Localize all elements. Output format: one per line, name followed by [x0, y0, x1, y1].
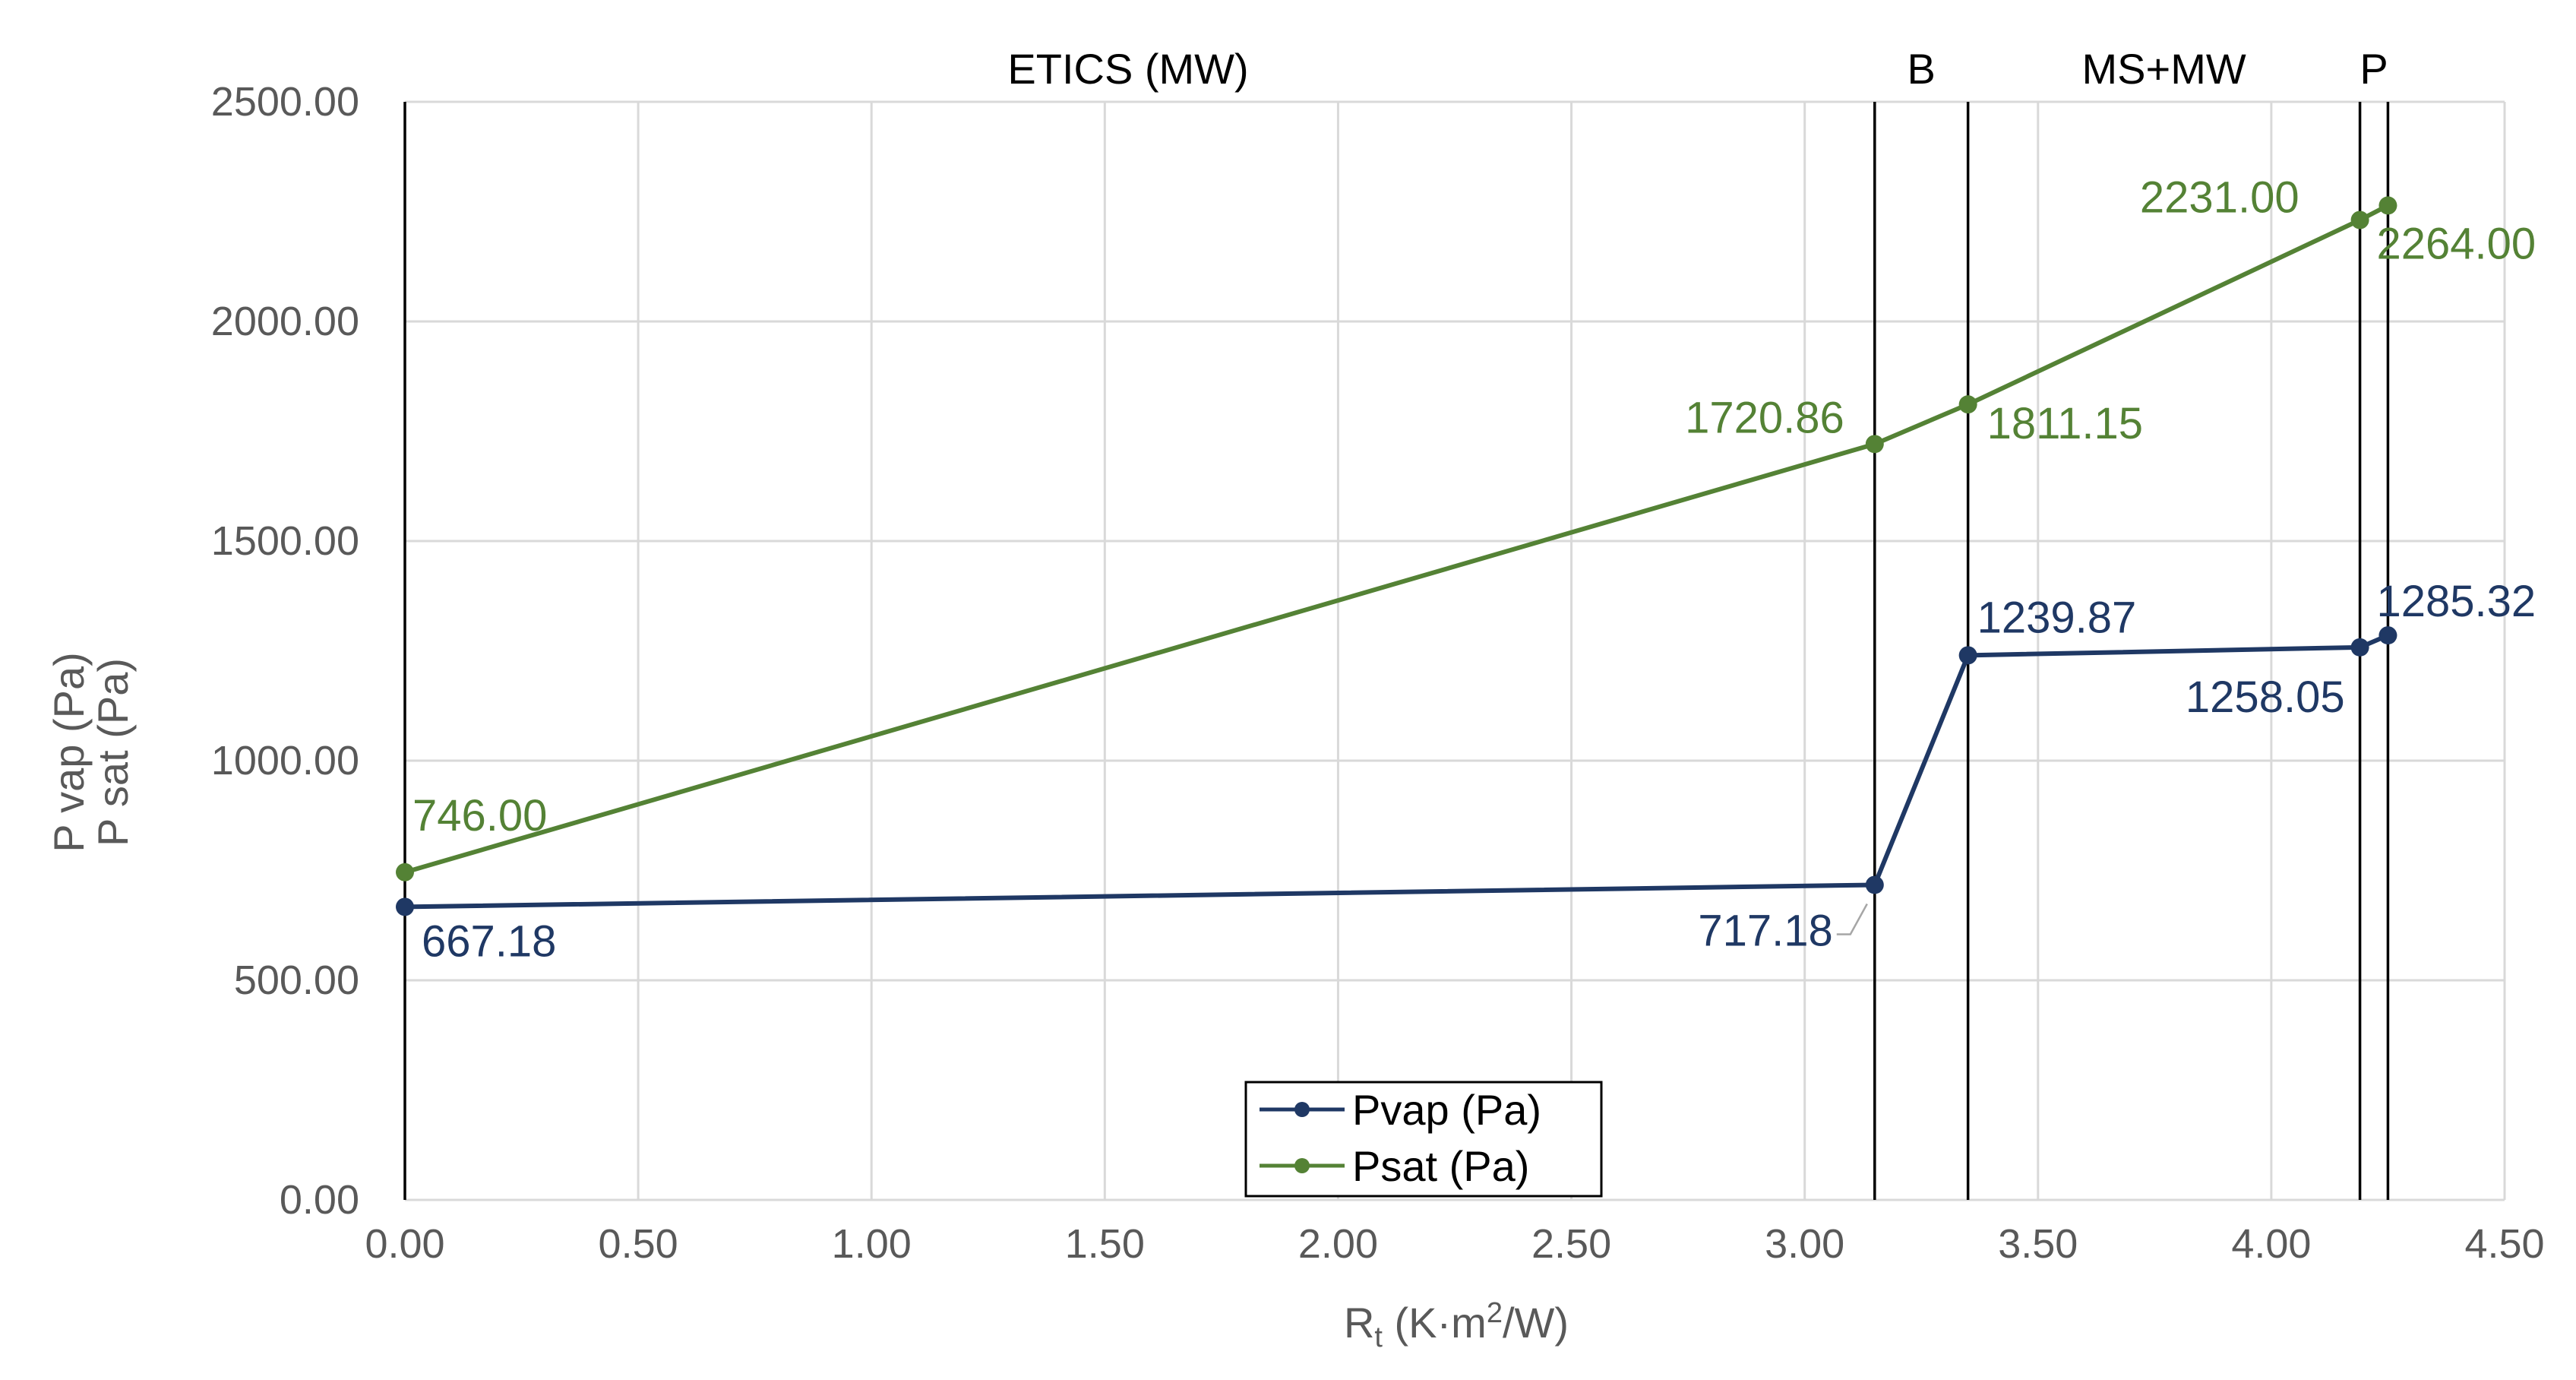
- legend-entry-psat: Psat (Pa): [1260, 1142, 1529, 1190]
- y-axis-ticks: 0.00 500.00 1000.00 1500.00 2000.00 2500.00: [211, 79, 359, 1223]
- x-axis-ticks: 0.00 0.50 1.00 1.50 2.00 2.50 3.00 3.50 4.00 4.50: [365, 1221, 2544, 1267]
- x-tick-label: 1.00: [832, 1221, 912, 1267]
- series-point-pvap: [1865, 875, 1884, 894]
- legend-box: [1244, 1081, 1603, 1198]
- series-point-psat: [1958, 395, 1977, 414]
- x-tick-label: 4.50: [2464, 1221, 2544, 1267]
- layer-label: MS+MW: [2082, 45, 2246, 93]
- data-label-pvap: 1285.32: [2376, 577, 2536, 626]
- layer-label: ETICS (MW): [1007, 45, 1248, 93]
- data-label-psat: 2264.00: [2376, 219, 2536, 268]
- legend-entry-pvap: Pvap (Pa): [1260, 1086, 1541, 1134]
- legend: Pvap (Pa) Psat (Pa): [1244, 1081, 1603, 1198]
- x-tick-label: 2.50: [1531, 1221, 1611, 1267]
- legend-label-psat: Psat (Pa): [1352, 1142, 1529, 1190]
- y-axis-title-line-1: P vap (Pa): [45, 652, 93, 853]
- y-tick-label: 500.00: [234, 957, 359, 1003]
- y-tick-label: 2500.00: [211, 79, 359, 125]
- series-point-psat: [1865, 435, 1884, 454]
- x-tick-label: 2.00: [1298, 1221, 1378, 1267]
- layer-boundaries: [403, 102, 2390, 1200]
- x-tick-label: 0.50: [599, 1221, 678, 1267]
- y-tick-label: 0.00: [280, 1177, 359, 1223]
- layer-label: B: [1908, 45, 1936, 93]
- series-point-pvap: [396, 897, 414, 916]
- layer-labels: ETICS (MW) B MS+MW P: [1007, 45, 2388, 93]
- x-tick-label: 3.00: [1765, 1221, 1844, 1267]
- y-axis-title-line-2: P sat (Pa): [89, 658, 137, 847]
- layer-label: P: [2359, 45, 2388, 93]
- data-label-psat: 1811.15: [1987, 399, 2143, 448]
- series-point-psat: [2350, 210, 2369, 229]
- x-axis-title: Rt (K·m2/W): [1344, 1297, 1569, 1353]
- series-group: [396, 196, 2397, 916]
- y-tick-label: 2000.00: [211, 299, 359, 344]
- x-tick-label: 0.00: [365, 1221, 444, 1267]
- series-point-psat: [2378, 196, 2397, 215]
- data-label-pvap: 667.18: [422, 916, 556, 966]
- y-tick-label: 1000.00: [211, 738, 359, 783]
- x-tick-label: 3.50: [1998, 1221, 2078, 1267]
- legend-marker-pvap: [1294, 1102, 1310, 1117]
- data-label-psat: 746.00: [412, 791, 547, 840]
- series-point-pvap: [2350, 638, 2369, 657]
- data-label-leader-line: [1836, 903, 1868, 935]
- x-tick-label: 4.00: [2231, 1221, 2311, 1267]
- x-tick-label: 1.50: [1065, 1221, 1145, 1267]
- data-label-pvap: 717.18: [1698, 906, 1832, 955]
- legend-label-pvap: Pvap (Pa): [1352, 1086, 1541, 1134]
- series-point-psat: [396, 862, 414, 881]
- y-tick-label: 1500.00: [211, 518, 359, 564]
- data-label-pvap: 1239.87: [1977, 593, 2137, 642]
- legend-marker-psat: [1294, 1158, 1310, 1173]
- data-label-pvap: 1258.05: [2186, 673, 2345, 722]
- series-point-pvap: [1958, 646, 1977, 665]
- data-label-psat: 2231.00: [2140, 172, 2299, 222]
- series-point-pvap: [2378, 626, 2397, 645]
- data-label-psat: 1720.86: [1685, 393, 1844, 442]
- data-labels: 667.18 717.18 1239.87 1258.05 1285.32 746.00 1…: [412, 172, 2536, 966]
- y-axis-title: P vap (Pa) P sat (Pa): [45, 652, 137, 853]
